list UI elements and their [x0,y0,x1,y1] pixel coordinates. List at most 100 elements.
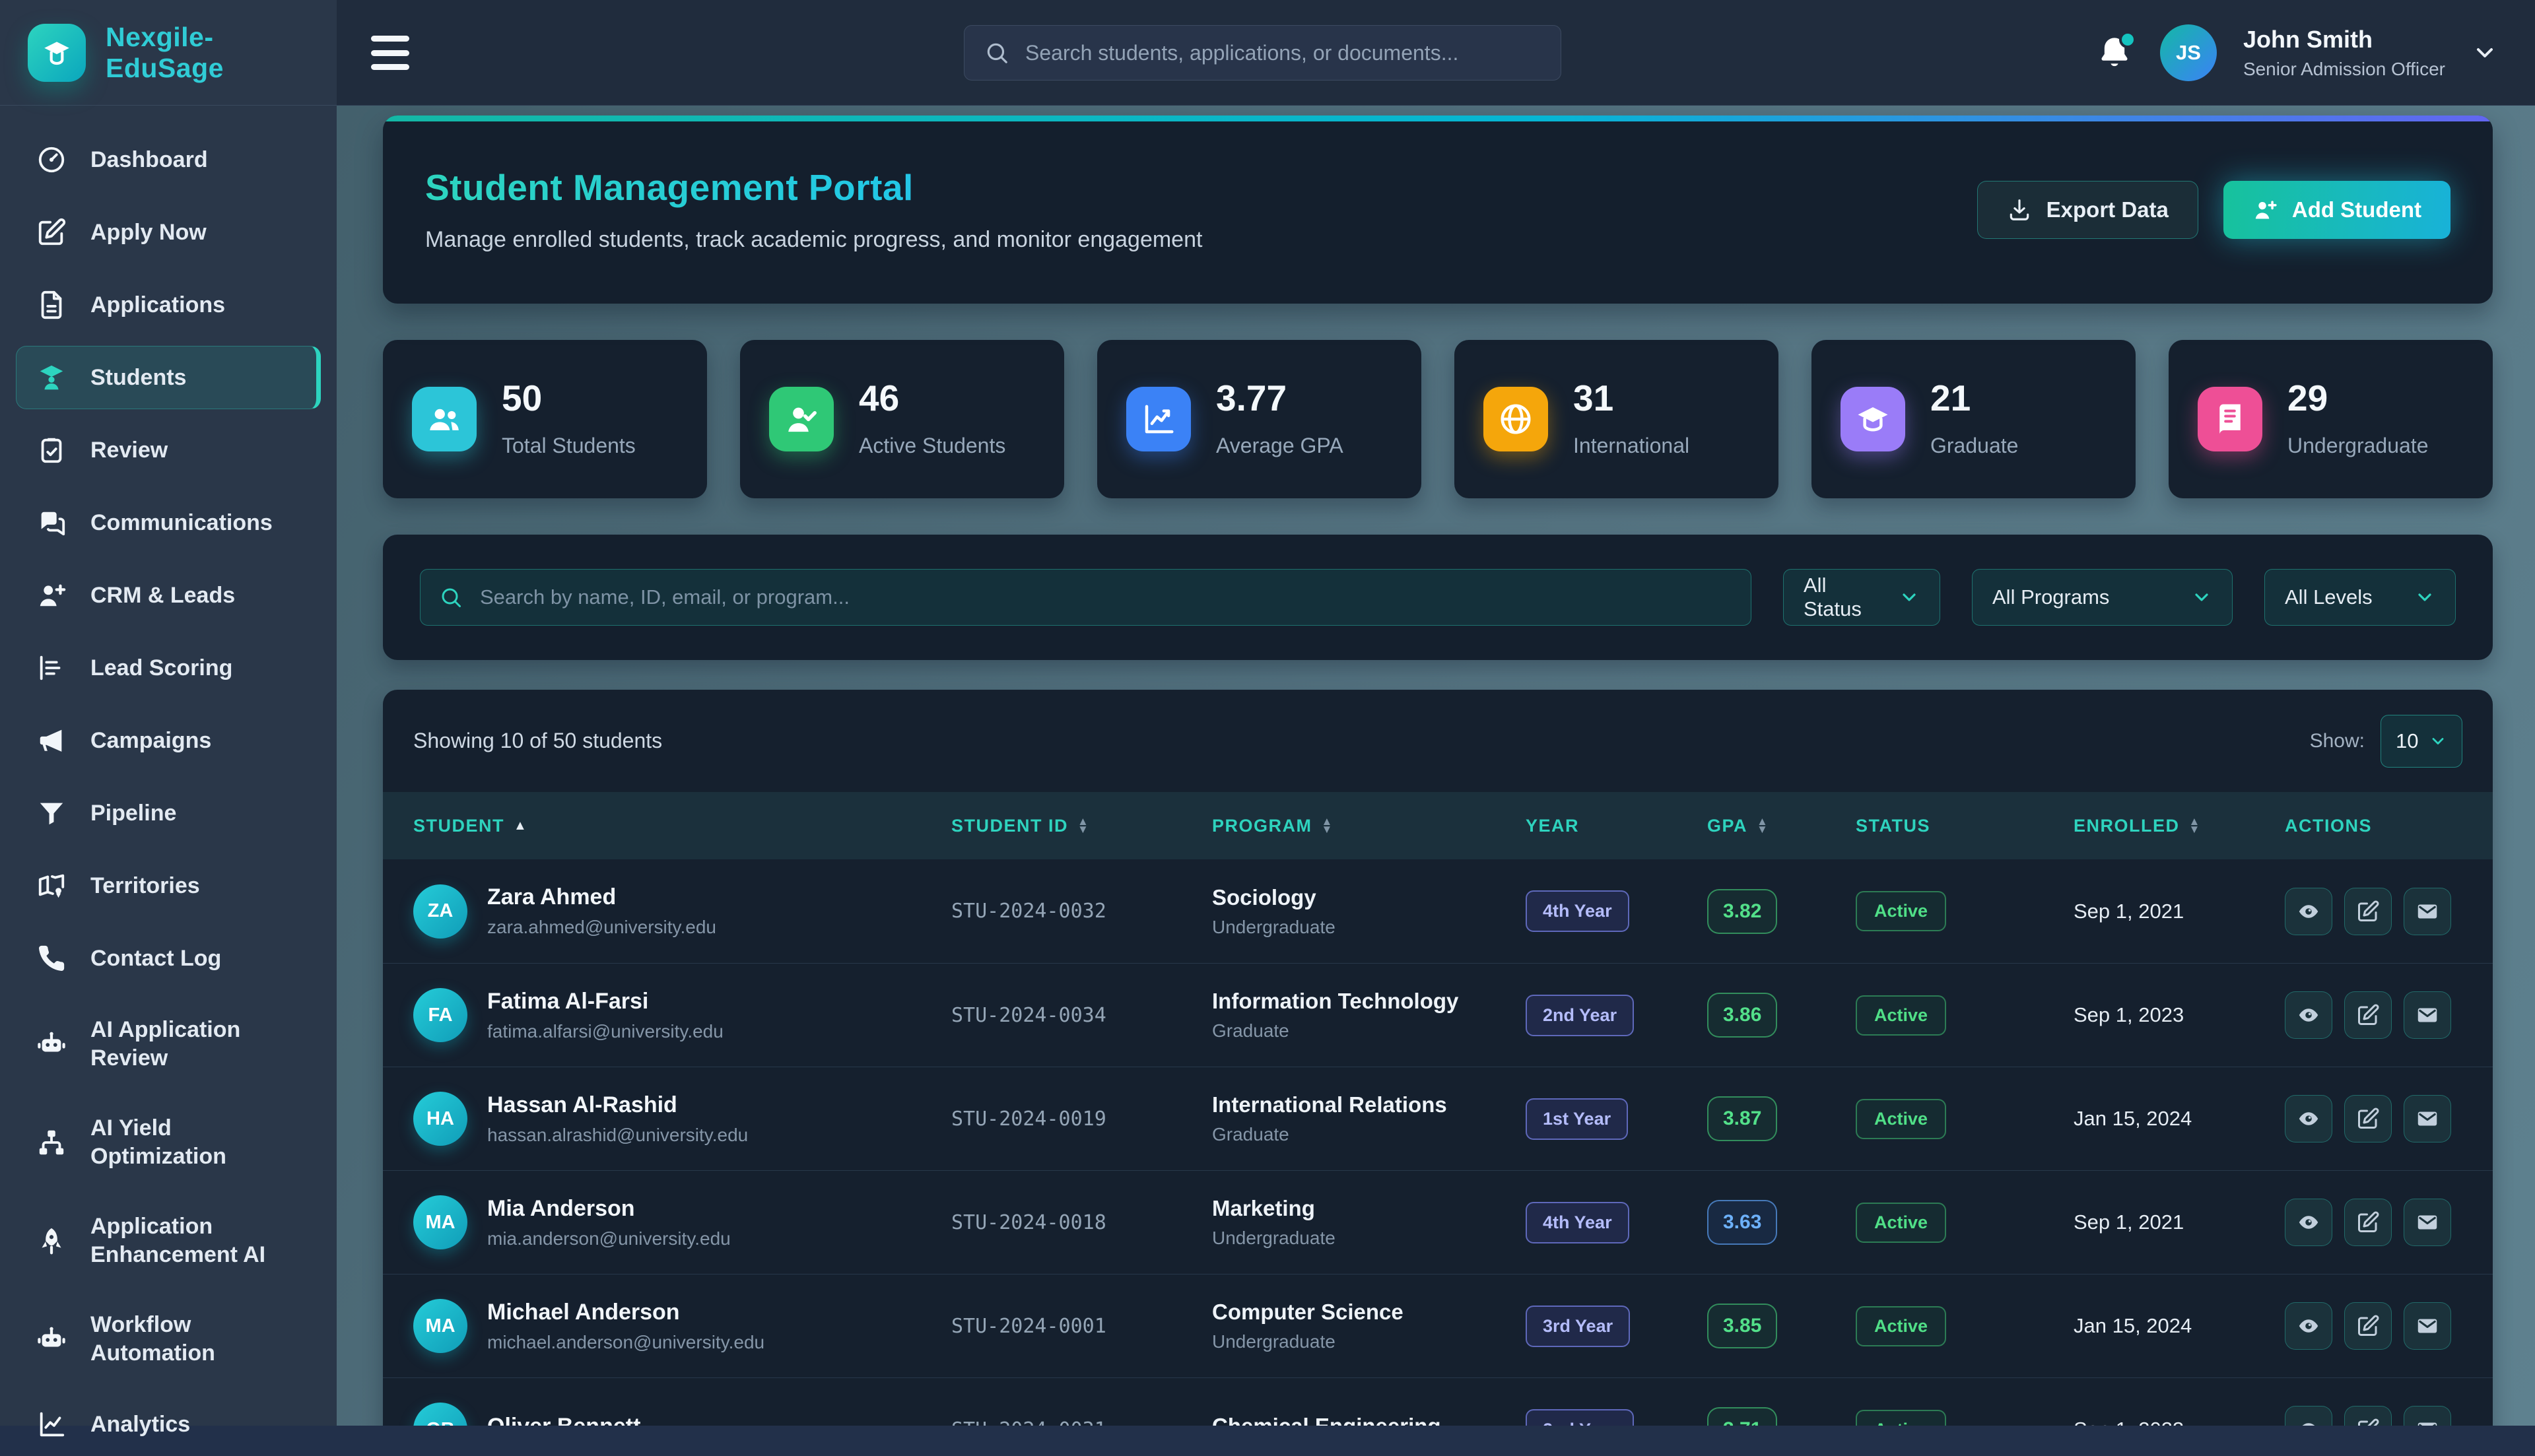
sidebar-item-crm-leads[interactable]: CRM & Leads [16,564,321,627]
email-button[interactable] [2404,1406,2451,1426]
sidebar-item-ai-yield-optimization[interactable]: AI Yield Optimization [16,1098,321,1187]
sidebar-item-communications[interactable]: Communications [16,491,321,554]
table-row[interactable]: ZA Zara Ahmed zara.ahmed@university.edu … [383,859,2493,963]
student-id: STU-2024-0034 [951,1004,1212,1027]
menu-toggle-button[interactable] [368,34,412,71]
stat-label: Total Students [502,434,636,458]
user-check-icon [769,387,834,451]
students-table-card: Showing 10 of 50 students Show: 10 STUDE… [383,690,2493,1426]
table-row[interactable]: MA Mia Anderson mia.anderson@university.… [383,1170,2493,1274]
year-badge: 4th Year [1526,1202,1629,1243]
sidebar-item-campaigns[interactable]: Campaigns [16,709,321,772]
grad-cap-icon [1841,387,1905,451]
enrolled-date: Jan 15, 2024 [2074,1107,2285,1131]
programs-filter[interactable]: All Programs [1972,569,2233,626]
column-header-enrolled[interactable]: ENROLLED ▲▼ [2074,816,2285,836]
stat-value: 46 [859,380,1005,416]
column-header-student[interactable]: STUDENT ▲ [413,816,951,836]
page-subtitle: Manage enrolled students, track academic… [425,227,1202,253]
sidebar-item-territories[interactable]: Territories [16,854,321,917]
view-button[interactable] [2285,1406,2332,1426]
view-button[interactable] [2285,1302,2332,1350]
email-button[interactable] [2404,888,2451,935]
mail-icon [2416,1314,2439,1338]
user-menu-chevron-icon[interactable] [2472,40,2498,66]
column-label: STUDENT ID [951,816,1068,836]
table-search [420,569,1751,626]
enrolled-date: Jan 15, 2024 [2074,1314,2285,1338]
table-row[interactable]: HA Hassan Al-Rashid hassan.alrashid@univ… [383,1067,2493,1170]
sidebar-item-students[interactable]: Students [16,346,321,409]
sidebar-item-review[interactable]: Review [16,418,321,482]
email-button[interactable] [2404,1199,2451,1246]
status-filter[interactable]: All Status [1783,569,1940,626]
table-row[interactable]: MA Michael Anderson michael.anderson@uni… [383,1274,2493,1377]
row-actions [2285,991,2462,1039]
sidebar-item-label: Territories [90,872,200,900]
program-level: Graduate [1212,1124,1526,1145]
sidebar-item-apply-now[interactable]: Apply Now [16,201,321,264]
student-email: zara.ahmed@university.edu [487,917,716,938]
sidebar-item-contact-log[interactable]: Contact Log [16,927,321,990]
sidebar-item-label: AI Yield Optimization [90,1114,300,1170]
edit-button[interactable] [2344,1199,2392,1246]
column-header-student-id[interactable]: STUDENT ID ▲▼ [951,816,1212,836]
edit-button[interactable] [2344,888,2392,935]
edit-button[interactable] [2344,1302,2392,1350]
mail-icon [2416,900,2439,923]
column-header-actions[interactable]: ACTIONS [2285,816,2462,836]
column-label: ENROLLED [2074,816,2180,836]
export-data-label: Export Data [2046,197,2169,222]
column-header-program[interactable]: PROGRAM ▲▼ [1212,816,1526,836]
stat-label: International [1573,434,1689,458]
sidebar-item-pipeline[interactable]: Pipeline [16,781,321,845]
program-name: International Relations [1212,1092,1526,1117]
page-size-select[interactable]: 10 [2381,715,2462,768]
email-button[interactable] [2404,1095,2451,1142]
avatar: OB [413,1403,467,1426]
notifications-button[interactable] [2095,34,2134,72]
export-data-button[interactable]: Export Data [1977,181,2198,239]
header-accent-bar [383,116,2493,121]
brand[interactable]: Nexgile-EduSage [0,0,337,106]
user-plus-icon [36,580,67,611]
email-button[interactable] [2404,991,2451,1039]
main-content: Student Management Portal Manage enrolle… [337,106,2535,1426]
levels-filter-value: All Levels [2285,585,2373,609]
table-row[interactable]: FA Fatima Al-Farsi fatima.alfarsi@univer… [383,963,2493,1067]
sidebar-item-dashboard[interactable]: Dashboard [16,128,321,191]
mail-icon [2416,1418,2439,1426]
student-id: STU-2024-0019 [951,1108,1212,1131]
view-button[interactable] [2285,991,2332,1039]
year-badge: 1st Year [1526,1098,1628,1140]
sidebar-item-application-enhancement-ai[interactable]: Application Enhancement AI [16,1196,321,1285]
page-heading: Student Management Portal Manage enrolle… [425,166,1202,253]
sidebar-item-analytics[interactable]: Analytics [16,1393,321,1456]
view-button[interactable] [2285,1199,2332,1246]
column-header-status[interactable]: STATUS [1856,816,2074,836]
sidebar-item-ai-application-review[interactable]: AI Application Review [16,999,321,1088]
edit-button[interactable] [2344,991,2392,1039]
sidebar-item-label: Campaigns [90,727,211,755]
email-button[interactable] [2404,1302,2451,1350]
gpa-badge: 3.87 [1707,1096,1777,1141]
levels-filter[interactable]: All Levels [2264,569,2456,626]
column-header-year[interactable]: YEAR [1526,816,1707,836]
edit-button[interactable] [2344,1406,2392,1426]
view-button[interactable] [2285,888,2332,935]
view-button[interactable] [2285,1095,2332,1142]
sidebar-item-workflow-automation[interactable]: Workflow Automation [16,1294,321,1383]
add-student-button[interactable]: Add Student [2223,181,2450,239]
column-label: STUDENT [413,816,504,836]
table-row[interactable]: OB Oliver Bennett STU-2024-0031 Chemical… [383,1377,2493,1426]
global-search-input[interactable] [1025,41,1541,65]
student-name: Hassan Al-Rashid [487,1092,748,1118]
sidebar-item-applications[interactable]: Applications [16,273,321,337]
sidebar-item-lead-scoring[interactable]: Lead Scoring [16,636,321,700]
user-avatar[interactable]: JS [2160,24,2217,81]
table-search-input[interactable] [480,585,1732,609]
student-name: Fatima Al-Farsi [487,989,724,1014]
edit-button[interactable] [2344,1095,2392,1142]
column-header-gpa[interactable]: GPA ▲▼ [1707,816,1856,836]
sidebar-item-label: Lead Scoring [90,654,232,682]
